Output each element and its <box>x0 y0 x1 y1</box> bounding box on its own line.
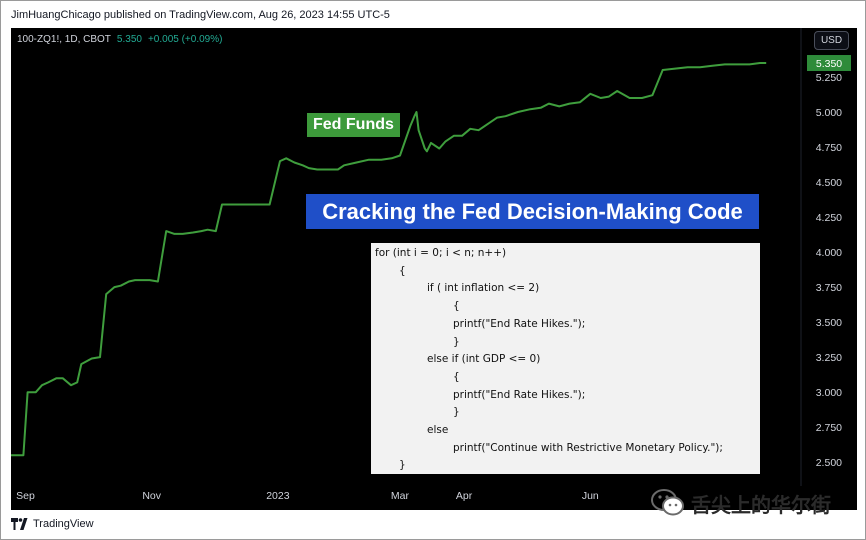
code-line: printf("Continue with Restrictive Moneta… <box>453 441 723 454</box>
fed-funds-label: Fed Funds <box>307 113 400 137</box>
y-tick-label: 3.750 <box>816 282 842 294</box>
chart-area[interactable]: 2.500 2.750 3.000 3.250 3.500 3.750 4.000 4.250… <box>11 28 857 510</box>
x-tick-label: Mar <box>391 490 410 502</box>
code-line: printf("End Rate Hikes."); <box>453 317 586 330</box>
attribution-text: JimHuangChicago published on TradingView… <box>11 9 390 21</box>
last-price-tag <box>807 55 851 72</box>
code-line: } <box>399 459 406 472</box>
y-tick-label: 5.000 <box>816 107 842 119</box>
symbol-change: +0.005 (+0.09%) <box>147 34 223 45</box>
y-tick-label: 4.750 <box>816 142 842 154</box>
y-tick-label: 4.250 <box>816 212 842 224</box>
symbol-legend[interactable]: 100-ZQ1!, 1D, CBOT 5.350 +0.005 (+0.09%) <box>17 34 222 45</box>
tradingview-logo-icon <box>11 518 28 530</box>
series-line <box>11 62 767 457</box>
footer: TradingView <box>11 513 94 535</box>
y-tick-label: 2.750 <box>816 422 842 434</box>
x-tick-label: Sep <box>16 490 35 502</box>
y-tick-label: 4.500 <box>816 177 842 189</box>
currency-button[interactable]: USD <box>814 31 849 50</box>
code-snippet: for (int i = 0; i < n; n++) { if ( int inf… <box>371 243 760 474</box>
headline-banner: Cracking the Fed Decision-Making Code <box>306 194 759 229</box>
code-line: if ( int inflation <= 2) <box>427 282 540 295</box>
y-tick-label: 2.500 <box>816 457 842 469</box>
watermark: 舌尖上的华尔街 <box>651 488 831 518</box>
y-tick-label: 3.000 <box>816 387 842 399</box>
x-tick-label: 2023 <box>266 490 290 502</box>
watermark-text: 舌尖上的华尔街 <box>691 494 831 517</box>
code-line: else <box>427 424 449 436</box>
code-line: printf("End Rate Hikes."); <box>453 388 586 401</box>
symbol-name: 100-ZQ1!, 1D, CBOT <box>17 34 111 45</box>
wechat-icon <box>651 489 684 516</box>
code-line: { <box>399 264 406 277</box>
code-line: } <box>453 406 460 419</box>
code-line: { <box>453 300 460 313</box>
x-tick-label: Nov <box>142 490 161 502</box>
tradingview-brand: TradingView <box>33 518 94 530</box>
y-tick-label: 3.250 <box>816 352 842 364</box>
code-line: } <box>453 335 460 348</box>
x-tick-label: Jun <box>582 490 599 502</box>
code-line: for (int i = 0; i < n; n++) <box>375 247 507 259</box>
code-line: else if (int GDP <= 0) <box>427 353 541 366</box>
x-tick-label: Apr <box>456 490 473 502</box>
y-tick-label: 3.500 <box>816 317 842 329</box>
symbol-price: 5.350 <box>116 34 142 45</box>
price-chart: 2.500 2.750 3.000 3.250 3.500 3.750 4.000 4.250… <box>11 28 851 502</box>
y-tick-label: 4.000 <box>816 247 842 259</box>
code-line: { <box>453 370 460 383</box>
last-price-label: 5.350 <box>816 58 842 70</box>
y-tick-label: 5.250 <box>816 72 842 84</box>
